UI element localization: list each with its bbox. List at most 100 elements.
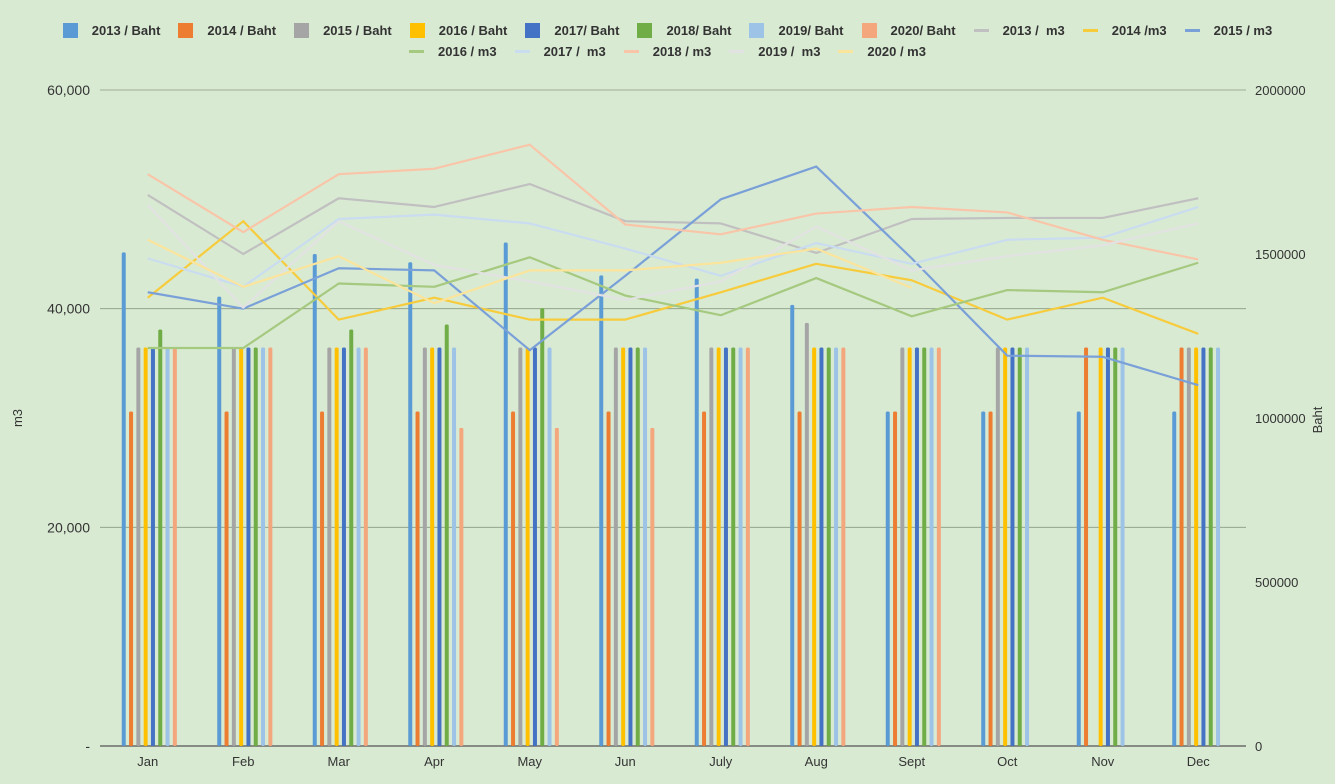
bar (136, 347, 141, 746)
bar (702, 411, 707, 746)
legend-line-swatch (838, 50, 854, 53)
legend-line-swatch (623, 50, 639, 53)
legend-line-swatch (973, 29, 989, 32)
legend-item: 2013 / m3 (973, 23, 1065, 38)
legend-swatch (62, 23, 78, 38)
bar (599, 275, 604, 746)
bar (217, 296, 222, 746)
legend-swatch (409, 23, 425, 38)
legend-label: 2016 / Baht (438, 23, 508, 38)
bar (1025, 347, 1030, 746)
legend-item: 2018/ Baht (637, 23, 731, 38)
x-tick-label: Sept (898, 754, 925, 769)
bar (158, 329, 163, 746)
bar (444, 324, 449, 746)
legend-label: 2020 / m3 (867, 44, 926, 59)
y-tick-label: 20,000 (47, 519, 90, 535)
legend-swatch (525, 23, 541, 38)
bar (1105, 347, 1110, 746)
bar (834, 347, 839, 746)
bar (709, 347, 714, 746)
bar (518, 347, 523, 746)
bar (121, 252, 126, 747)
bar (988, 411, 993, 746)
x-tick-label: Apr (424, 754, 445, 769)
bar (261, 347, 266, 746)
y2-tick-label: 500000 (1255, 575, 1298, 590)
bar (532, 347, 537, 746)
bar (900, 347, 905, 746)
bar (885, 411, 890, 746)
bar (320, 411, 325, 746)
legend-item: 2015 / Baht (294, 23, 392, 38)
bar (1010, 347, 1015, 746)
y-tick-label: - (85, 738, 90, 754)
bar (1084, 347, 1089, 746)
legend-label: 2018/ Baht (666, 23, 732, 38)
bar (1194, 347, 1199, 746)
legend-swatch (637, 23, 653, 38)
bar (143, 347, 148, 746)
legend-label: 2016 / m3 (438, 44, 497, 59)
legend-item: 2016 / m3 (409, 44, 497, 59)
bar (341, 347, 346, 746)
x-tick-label: July (709, 754, 733, 769)
bar (745, 347, 750, 746)
legend-label: 2017 / m3 (543, 44, 606, 59)
bar (1201, 347, 1206, 746)
bar (981, 411, 986, 746)
legend-line-swatch (409, 50, 425, 53)
bar (1179, 347, 1184, 746)
bar (723, 347, 728, 746)
bar (349, 329, 354, 746)
bar (129, 411, 134, 746)
y2-tick-label: 0 (1255, 739, 1262, 754)
bar (511, 411, 516, 746)
x-tick-label: Jan (137, 754, 158, 769)
legend-line-swatch (1082, 29, 1098, 32)
bar (1113, 347, 1118, 746)
bar (731, 347, 736, 746)
x-tick-label: Nov (1091, 754, 1115, 769)
bar (804, 322, 809, 746)
bar (430, 347, 435, 746)
y-tick-label: 40,000 (47, 301, 90, 317)
bar (1186, 347, 1191, 746)
legend-row: 2016 / m3 2017 / m3 2018 / m3 2019 / m3 2020… (0, 41, 1335, 62)
legend-label: 2019/ Baht (778, 23, 844, 38)
bar (459, 427, 464, 746)
bar (606, 411, 611, 746)
bar (841, 347, 846, 746)
bar (635, 347, 640, 746)
y-axis-title: m3 (10, 409, 25, 427)
bar (554, 427, 559, 746)
bar (738, 347, 743, 746)
legend-label: 2013 / Baht (91, 23, 161, 38)
bar (929, 347, 934, 746)
bar (893, 411, 898, 746)
series-line (147, 165, 1199, 387)
bar (231, 347, 236, 746)
legend-item: 2018 / m3 (623, 44, 711, 59)
bar (356, 347, 361, 746)
x-tick-label: Dec (1187, 754, 1211, 769)
legend-item: 2020 / m3 (838, 44, 926, 59)
bar (643, 347, 648, 746)
x-tick-label: Aug (805, 754, 828, 769)
bar (819, 347, 824, 746)
bar (650, 427, 655, 746)
legend-line-swatch (514, 50, 530, 53)
legend-label: 2015 / m3 (1213, 23, 1273, 38)
y2-tick-label: 1500000 (1255, 247, 1306, 262)
bar (334, 347, 339, 746)
y2-tick-label: 2000000 (1255, 83, 1306, 98)
x-tick-label: May (517, 754, 542, 769)
bar (995, 347, 1000, 746)
y-tick-label: 60,000 (47, 82, 90, 98)
bar (540, 308, 545, 746)
bar (1098, 347, 1103, 746)
legend-label: 2019 / m3 (758, 44, 821, 59)
bar (268, 347, 273, 746)
y2-axis-title: Baht (1310, 406, 1325, 433)
